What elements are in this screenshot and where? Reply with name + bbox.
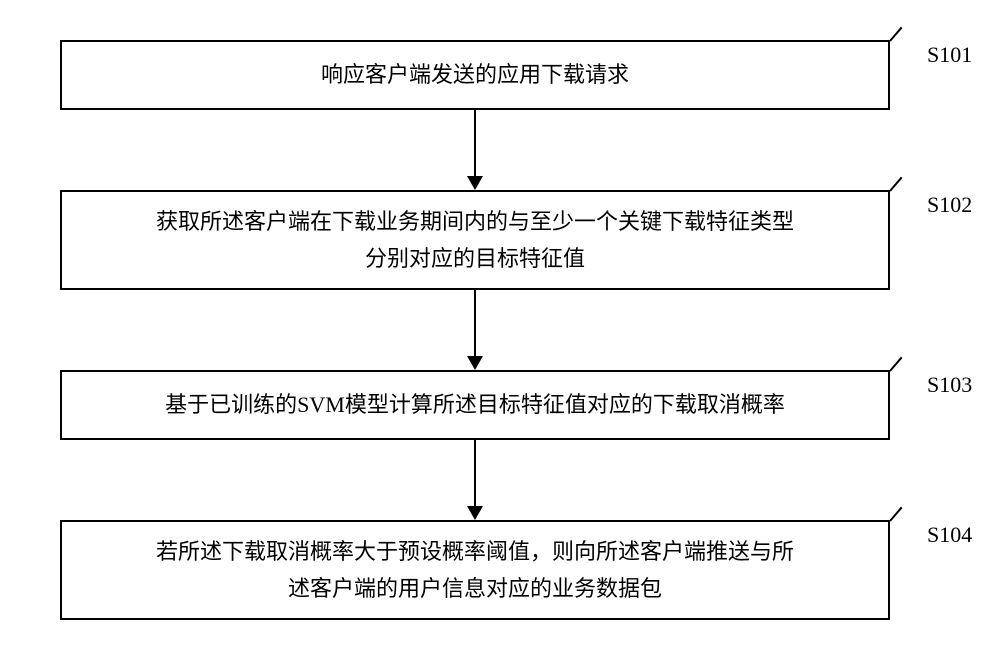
flowchart-canvas: 响应客户端发送的应用下载请求 S101 获取所述客户端在下载业务期间内的与至少一个关…	[0, 0, 1000, 666]
step-box-s103: 基于已训练的SVM模型计算所述目标特征值对应的下载取消概率	[60, 370, 890, 440]
step-box-s101: 响应客户端发送的应用下载请求	[60, 40, 890, 110]
lead-line-s103	[889, 356, 903, 371]
step-box-s104: 若所述下载取消概率大于预设概率阈值，则向所述客户端推送与所 述客户端的用户信息对…	[60, 520, 890, 620]
step-label-s101: S101	[927, 42, 972, 68]
arrow-s103-s104	[0, 440, 1000, 520]
step-label-s103: S103	[927, 372, 972, 398]
step-label-s102: S102	[927, 192, 972, 218]
step-text: 响应客户端发送的应用下载请求	[321, 56, 629, 93]
lead-line-s104	[889, 506, 903, 521]
step-text: 基于已训练的SVM模型计算所述目标特征值对应的下载取消概率	[165, 386, 785, 423]
lead-line-s101	[889, 26, 903, 41]
arrow-s101-s102	[0, 110, 1000, 190]
step-text: 若所述下载取消概率大于预设概率阈值，则向所述客户端推送与所 述客户端的用户信息对…	[156, 533, 794, 608]
step-label-s104: S104	[927, 522, 972, 548]
step-text: 获取所述客户端在下载业务期间内的与至少一个关键下载特征类型 分别对应的目标特征值	[156, 203, 794, 278]
step-box-s102: 获取所述客户端在下载业务期间内的与至少一个关键下载特征类型 分别对应的目标特征值	[60, 190, 890, 290]
lead-line-s102	[889, 176, 903, 191]
arrow-s102-s103	[0, 290, 1000, 370]
